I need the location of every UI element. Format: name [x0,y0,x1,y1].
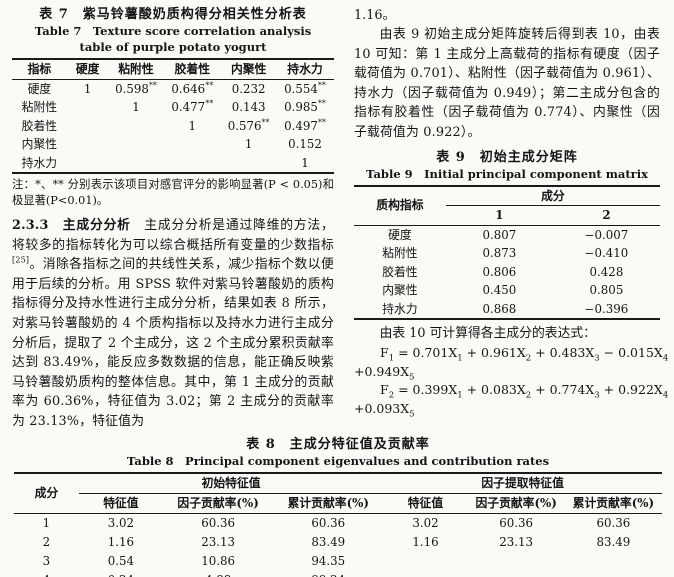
table7-col-header: 持水力 [276,59,334,80]
table-row: 粘附性 1 0.477** 0.143 0.985** [21,99,326,114]
two-column-layout: 表 7 紫马铃薯酸奶质构得分相关性分析表 Table 7 Texture sco… [0,4,674,432]
section-2-3-3-paragraph: 2.3.3 主成分分析 主成分分析是通过降维的方法，将较多的指标转化为可以综合概… [12,218,334,429]
table8-col-header: 因子贡献率(%) [467,493,565,514]
formula-f2-line1: F2 = 0.399X1 + 0.083X2 + 0.774X3 + 0.922… [380,382,669,401]
table8-group-header-initial: 初始特征值 [78,472,384,494]
table7-header-row: 指标 硬度 粘附性 胶着性 内聚性 持水力 [12,59,334,80]
table7-title-cn: 表 7 紫马铃薯酸奶质构得分相关性分析表 [39,7,307,22]
table8-body: 1 3.02 60.36 60.36 3.02 60.36 60.36 2 1.16 23.13 8… [14,513,662,577]
formula-f1-line2: +0.949X5 [354,363,415,383]
table-row: 胶着性 1 0.576** 0.497** [21,117,326,133]
table7-col-header: 粘附性 [108,59,164,80]
table8-subheader-row: 特征值 因子贡献率(%) 累计贡献率(%) 特征值 因子贡献率(%) 累计贡献率… [14,493,662,514]
table9-matrix-table: 质构指标 成分 1 2 硬度 0.807 −0.007 粘附性 0.873 −0.410 胶… [354,184,660,321]
formula-f1-line1: F1 = 0.701X1 + 0.961X2 + 0.483X3 − 0.015… [380,345,669,364]
table8-col-header: 特征值 [383,493,468,514]
table-row: 1 3.02 60.36 60.36 3.02 60.36 60.36 [42,515,631,530]
expression-intro: 由表 10 可计算得各主成分的表达式： [379,326,596,342]
left-column: 表 7 紫马铃薯酸奶质构得分相关性分析表 Table 7 Texture sco… [0,4,340,432]
table9-title-en: Table 9 Initial principal component matr… [366,166,648,181]
table7-note: 注：*、** 分别表示该项目对感官评分的影响显著(P < 0.05)和极显著(P… [12,178,334,207]
table-row: 硬度 0.807 −0.007 [388,227,629,242]
right-column: 1.16。 由表 9 初始主成分矩阵旋转后得到表 10，由表 10 可知：第 1… [340,4,674,432]
table8-title-cn: 表 8 主成分特征值及贡献率 [246,436,430,452]
table7-body: 硬度 1 0.598** 0.646** 0.232 0.554** 粘附性 1 0.477**… [12,79,334,173]
table-row: 粘附性 0.873 −0.410 [382,246,629,261]
table9-group-header-row: 质构指标 成分 [354,185,660,226]
table8-group-header-row: 成分 初始特征值 因子提取特征值 [14,472,662,514]
table-row: 硬度 1 0.598** 0.646** 0.232 0.554** [27,80,326,96]
table7-col-header: 指标 [12,59,67,80]
table8-eigenvalues-table: 成分 初始特征值 因子提取特征值 特征值 因子贡献率(%) 累计贡献率(%) 特… [14,471,662,577]
table8-col-header: 因子贡献率(%) [163,493,274,514]
table7-col-header: 胶着性 [163,59,222,80]
table9-subheader-row: 1 2 [354,205,660,226]
table8-title-en: Table 8 Principal component eigenvalues … [126,453,550,468]
table8-block: 表 8 主成分特征值及贡献率 Table 8 Principal compone… [0,436,674,577]
table8-col-header: 特征值 [78,493,164,514]
table7-title-en-line1: Table 7 Texture score correlation analys… [34,24,312,38]
table9-col-header-1: 1 [445,205,553,226]
table-row: 内聚性 1 0.152 [21,137,322,151]
table9-title-cn: 表 9 初始主成分矩阵 [436,149,578,165]
table8-col-header: 累计贡献率(%) [273,493,384,514]
table7-col-header: 内聚性 [221,59,277,80]
table-row: 3 0.54 10.86 94.35 [42,553,346,568]
table8-col-header: 累计贡献率(%) [564,493,662,514]
table-row: 2 1.16 23.13 83.49 1.16 23.13 83.49 [42,534,631,549]
table9-group-header-component: 成分 [445,185,660,207]
carryover-text: 1.16。 [354,8,396,23]
table-row: 持水力 0.868 −0.396 [382,301,629,316]
table9-body: 硬度 0.807 −0.007 粘附性 0.873 −0.410 胶着性 0.806 0.428… [354,225,660,319]
table8-group-header-extracted: 因子提取特征值 [383,472,662,494]
table-row: 内聚性 0.450 0.805 [382,283,624,298]
table-row: 40.244.8899.24 [14,571,662,577]
table-row: 胶着性 0.806 0.428 [382,264,624,279]
table7-title-en-line2: table of purple potato yogurt [79,40,267,54]
table9-block: 表 9 初始主成分矩阵 Table 9 Initial principal co… [354,149,660,321]
table9-col-header-indicator: 质构指标 [354,185,446,226]
table8-col-header-component: 成分 [14,472,79,514]
table7-correlation-table: 指标 硬度 粘附性 胶着性 内聚性 持水力 硬度 1 0.598** 0.646** 0… [12,58,334,174]
table9-discussion-paragraph: 由表 9 初始主成分矩阵旋转后得到表 10，由表 10 可知：第 1 主成分上高… [354,27,660,140]
formula-f2-line2: +0.093X5 [354,400,415,420]
table7-col-header: 硬度 [66,59,109,80]
table-row: 持水力 1 [21,155,309,170]
table9-col-header-2: 2 [552,205,660,226]
